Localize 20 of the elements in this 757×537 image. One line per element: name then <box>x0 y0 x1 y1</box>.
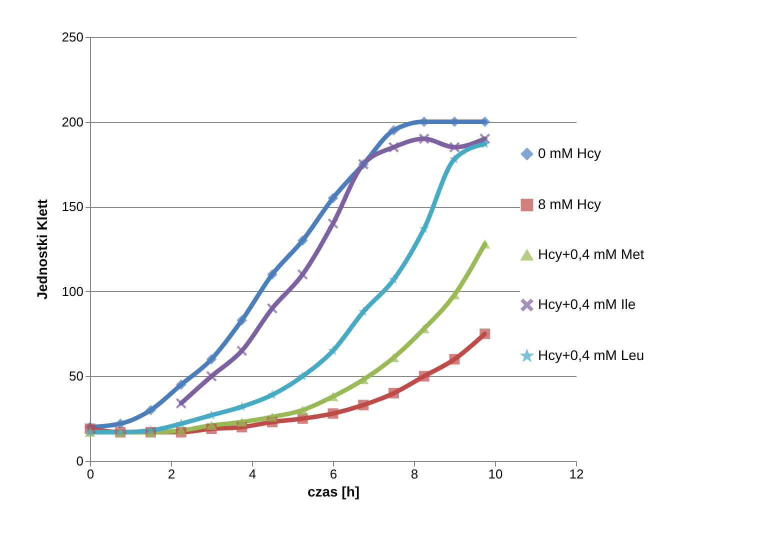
x-tick-label: 4 <box>248 466 256 482</box>
y-tick-label: 250 <box>62 30 84 44</box>
x-tick-label: 2 <box>168 466 176 482</box>
y-tick-label: 0 <box>76 454 84 468</box>
y-tick-label: 150 <box>62 199 84 214</box>
legend-label: Hcy+0,4 mM Met <box>538 246 644 262</box>
y-tick-label: 50 <box>69 368 84 384</box>
y-axis-title: Jednostki Klett <box>34 198 50 300</box>
y-tick-label: 100 <box>62 284 84 299</box>
legend-label: 0 mM Hcy <box>538 145 601 161</box>
x-tick-label: 6 <box>330 466 338 482</box>
legend-label: Hcy+0,4 mM Leu <box>538 347 644 363</box>
x-tick-label: 10 <box>488 466 503 482</box>
x-axis-title: czas [h] <box>307 484 360 500</box>
legend-label: 8 mM Hcy <box>538 196 601 212</box>
legend-label: Hcy+0,4 mM Ile <box>538 296 636 312</box>
x-tick-label: 12 <box>569 466 584 482</box>
x-tick-label: 8 <box>410 466 418 482</box>
x-tick-label: 0 <box>86 466 94 482</box>
y-tick-label: 200 <box>62 114 84 130</box>
